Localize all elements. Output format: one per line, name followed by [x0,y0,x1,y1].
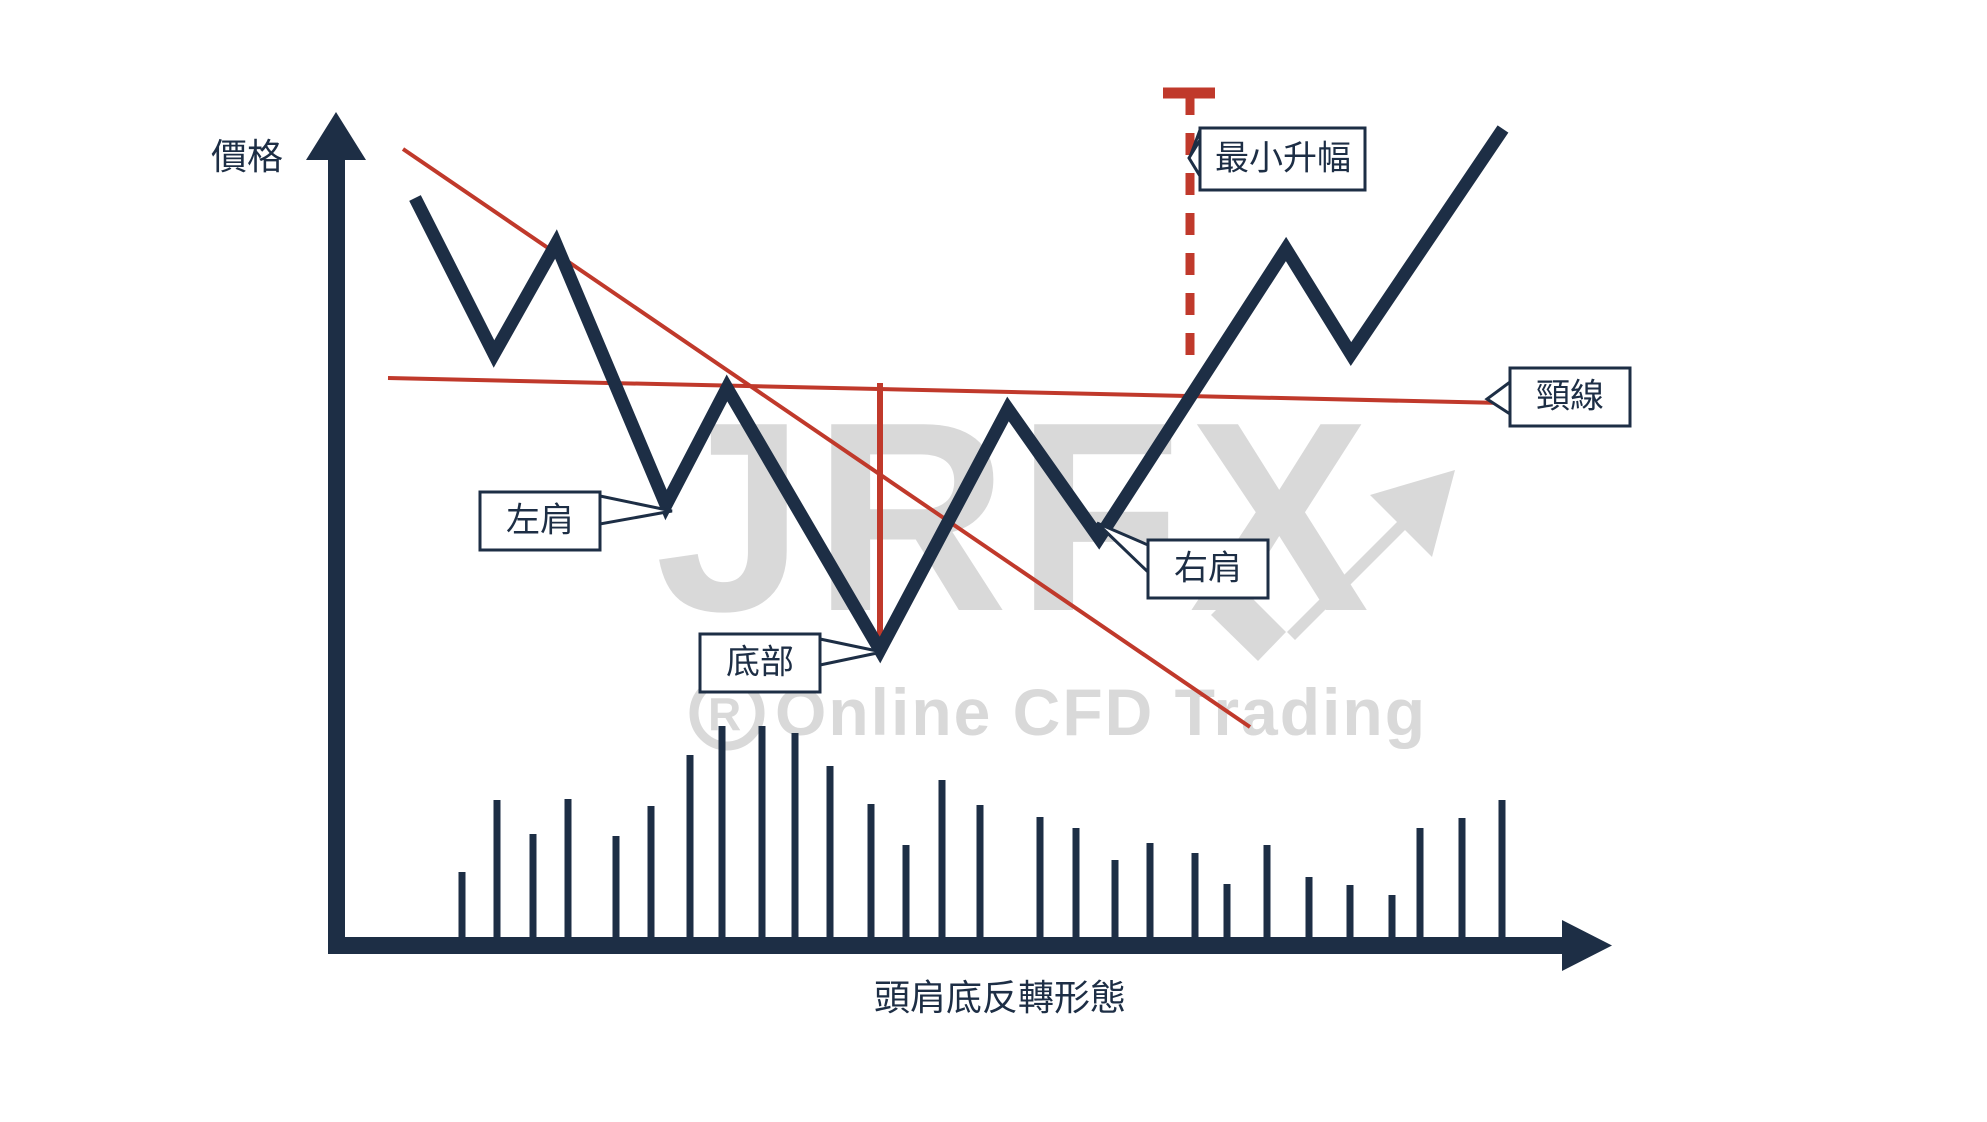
price-line [409,125,1509,664]
volume-bar [1072,828,1080,952]
volume-bar [902,845,910,952]
callout-bottom[interactable]: 底部 [698,632,883,694]
volume-bar [976,805,984,952]
volume-bar [867,804,875,952]
callout-right-shoulder-box [1146,538,1270,600]
volume-bar [458,872,466,952]
volume-bar [1388,895,1396,952]
volume-bars-group [458,726,1506,952]
y-axis-line [328,135,345,953]
volume-bar [718,726,726,952]
chart-caption: 頭肩底反轉形態 [874,978,1126,1019]
callout-left-shoulder-label: 左肩 [506,501,574,541]
watermark-arrow-tail-icon [1211,586,1286,661]
volume-bar [1111,860,1119,952]
callout-right-shoulder[interactable]: 右肩 [1095,521,1270,600]
watermark-tagline-text: Online CFD Trading [775,675,1427,749]
measured-move-group [1163,87,1215,370]
callout-left-shoulder-leader [598,494,673,526]
volume-bar [1498,800,1506,952]
callout-bottom-label: 底部 [726,643,794,683]
volume-bar [1146,843,1154,952]
callout-right-shoulder-label: 右肩 [1174,549,1242,589]
volume-bar [612,836,620,952]
volume-bar [1346,885,1354,952]
volume-bar [1305,877,1313,952]
callout-neckline-leader [1484,379,1512,417]
volume-bar [1191,853,1199,952]
volume-bar [1458,818,1466,952]
volume-bar [1223,884,1231,952]
y-axis-label: 價格 [211,137,283,178]
volume-bar [493,800,501,952]
volume-bar [758,726,766,952]
callout-min-rise-label: 最小升幅 [1215,139,1351,179]
callout-min-rise[interactable]: 最小升幅 [1187,126,1367,192]
volume-bar [826,766,834,952]
callout-neckline[interactable]: 頸線 [1484,366,1632,428]
callout-bottom-box [698,632,822,694]
callout-right-shoulder-leader [1095,521,1150,576]
downtrend-line [401,147,1252,729]
volume-bar [529,834,537,952]
callout-bottom-leader [818,637,883,667]
callout-min-rise-leader [1187,134,1202,182]
x-axis-arrow-icon [1562,920,1612,971]
watermark-arrow-icon [1287,470,1455,640]
volume-bar [647,806,655,952]
volume-bar [1263,845,1271,952]
volume-bar [1416,828,1424,952]
volume-bar [938,780,946,952]
volume-bar [791,733,799,952]
volume-bar [1036,817,1044,952]
neckline [387,376,1591,407]
callout-left-shoulder[interactable]: 左肩 [478,490,673,552]
callout-neckline-label: 頸線 [1536,377,1604,417]
volume-bar [564,799,572,952]
y-axis-arrow-icon [306,112,366,160]
volume-bar [686,755,694,952]
